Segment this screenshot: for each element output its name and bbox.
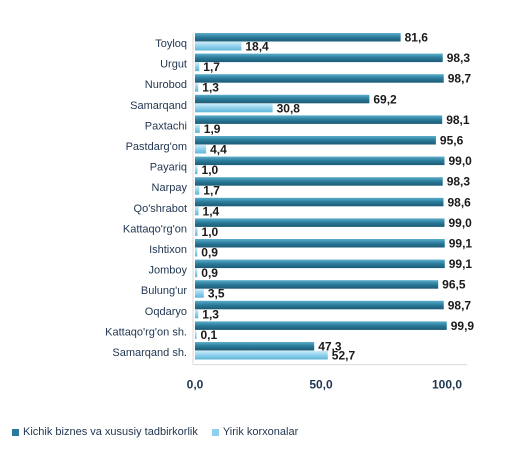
data-label-small-business: 81,6 (405, 31, 429, 45)
data-label-large-enterprises: 1,0 (202, 163, 219, 177)
bar-small-business (195, 136, 436, 145)
category-label: Qo'shrabot (134, 203, 187, 215)
category-label: Toyloq (155, 38, 187, 50)
category-label: Jomboy (148, 265, 187, 277)
data-label-large-enterprises: 3,5 (208, 287, 225, 301)
data-label-small-business: 99,1 (449, 237, 473, 251)
data-label-large-enterprises: 0,1 (201, 328, 218, 342)
bar-large-enterprises (195, 351, 328, 360)
bar-small-business (195, 94, 370, 104)
bar-small-business (195, 197, 444, 207)
bar-large-enterprises (195, 62, 200, 72)
bar-large-enterprises (195, 268, 198, 278)
data-label-small-business: 98,1 (446, 113, 470, 127)
category-label: Samarqand (130, 100, 187, 112)
data-label-large-enterprises: 0,9 (201, 266, 218, 280)
data-label-large-enterprises: 1,4 (203, 204, 220, 218)
data-label-large-enterprises: 1,7 (203, 60, 220, 74)
data-label-small-business: 47,3 (318, 340, 342, 354)
data-label-small-business: 99,0 (448, 154, 472, 168)
bar-small-business (195, 280, 439, 289)
bar-large-enterprises (195, 124, 200, 133)
data-label-large-enterprises: 1,0 (202, 225, 219, 239)
data-label-large-enterprises: 30,8 (277, 101, 301, 115)
bar-small-business (195, 342, 315, 351)
bar-small-business (195, 259, 445, 269)
bar-small-business (195, 53, 443, 63)
category-label: Samarqand sh. (112, 347, 187, 359)
bar-large-enterprises (195, 42, 242, 51)
data-label-large-enterprises: 0,9 (201, 246, 218, 260)
bar-large-enterprises (195, 165, 198, 175)
bar-large-enterprises (195, 83, 199, 92)
bar-large-enterprises (195, 289, 204, 298)
data-label-small-business: 98,6 (447, 195, 471, 209)
data-label-large-enterprises: 1,3 (202, 307, 219, 321)
data-label-small-business: 99,1 (449, 257, 473, 271)
legend-item-small-business: Kichik biznes va xususiy tadbirkorlik (12, 426, 198, 438)
bar-large-enterprises (195, 186, 200, 195)
bar-small-business (195, 177, 443, 186)
x-tick-label: 0,0 (187, 378, 204, 392)
bar-small-business (195, 218, 445, 227)
data-label-large-enterprises: 4,4 (210, 143, 227, 157)
bar-small-business (195, 239, 445, 248)
category-label: Urgut (160, 59, 187, 71)
bar-large-enterprises (195, 227, 198, 236)
bar-large-enterprises (195, 206, 199, 216)
data-label-small-business: 98,7 (448, 298, 472, 312)
data-label-small-business: 99,0 (448, 216, 472, 230)
plot-area: Toyloq 81,6 18,4 Urgut 98,3 1,7 Nurobod 98,7 1,3… (105, 31, 474, 363)
legend-swatch-small-business (12, 428, 19, 436)
bar-small-business (195, 321, 447, 330)
legend-item-large-enterprises: Yirik korxonalar (211, 426, 299, 438)
bar-large-enterprises (195, 248, 198, 257)
bar-small-business (195, 115, 443, 124)
legend-label-small-business: Kichik biznes va xususiy tadbirkorlik (23, 426, 198, 438)
data-label-large-enterprises: 1,3 (202, 81, 219, 95)
bar-small-business (195, 74, 444, 83)
bar-large-enterprises (195, 330, 197, 339)
data-label-small-business: 95,6 (440, 134, 464, 148)
bar-large-enterprises (195, 145, 207, 154)
data-label-small-business: 96,5 (442, 278, 466, 292)
bar-large-enterprises (195, 309, 199, 319)
category-label: Kattaqo'rg'on sh. (105, 326, 187, 338)
x-axis: 0,0 50,0 100,0 (187, 33, 467, 392)
category-label: Ishtixon (149, 244, 187, 256)
legend: Kichik biznes va xususiy tadbirkorlik Yi… (12, 426, 298, 438)
data-label-small-business: 98,3 (447, 51, 471, 65)
category-label: Nurobod (145, 79, 187, 91)
data-label-small-business: 69,2 (373, 92, 397, 106)
data-label-small-business: 98,7 (448, 72, 472, 86)
data-label-large-enterprises: 52,7 (332, 349, 356, 363)
category-label: Kattaqo'rg'on (123, 223, 187, 235)
legend-swatch-large-enterprises (211, 428, 219, 436)
category-label: Narpay (152, 182, 188, 194)
x-tick-label: 100,0 (432, 378, 462, 392)
bar-small-business (195, 300, 444, 310)
category-label: Payariq (150, 162, 187, 174)
category-label: Paxtachi (145, 120, 187, 132)
x-tick-label: 50,0 (309, 378, 333, 392)
legend-label-large-enterprises: Yirik korxonalar (222, 426, 299, 438)
category-label: Bulung'ur (141, 285, 187, 297)
bar-small-business (195, 33, 401, 42)
bar-large-enterprises (195, 103, 273, 113)
data-label-small-business: 99,9 (451, 319, 475, 333)
bar-small-business (195, 156, 445, 166)
data-label-small-business: 98,3 (447, 175, 471, 189)
data-label-large-enterprises: 1,9 (204, 122, 221, 136)
category-label: Oqdaryo (145, 306, 187, 318)
data-label-large-enterprises: 18,4 (245, 40, 269, 54)
data-label-large-enterprises: 1,7 (203, 184, 220, 198)
category-label: Pastdarg'om (126, 141, 187, 153)
